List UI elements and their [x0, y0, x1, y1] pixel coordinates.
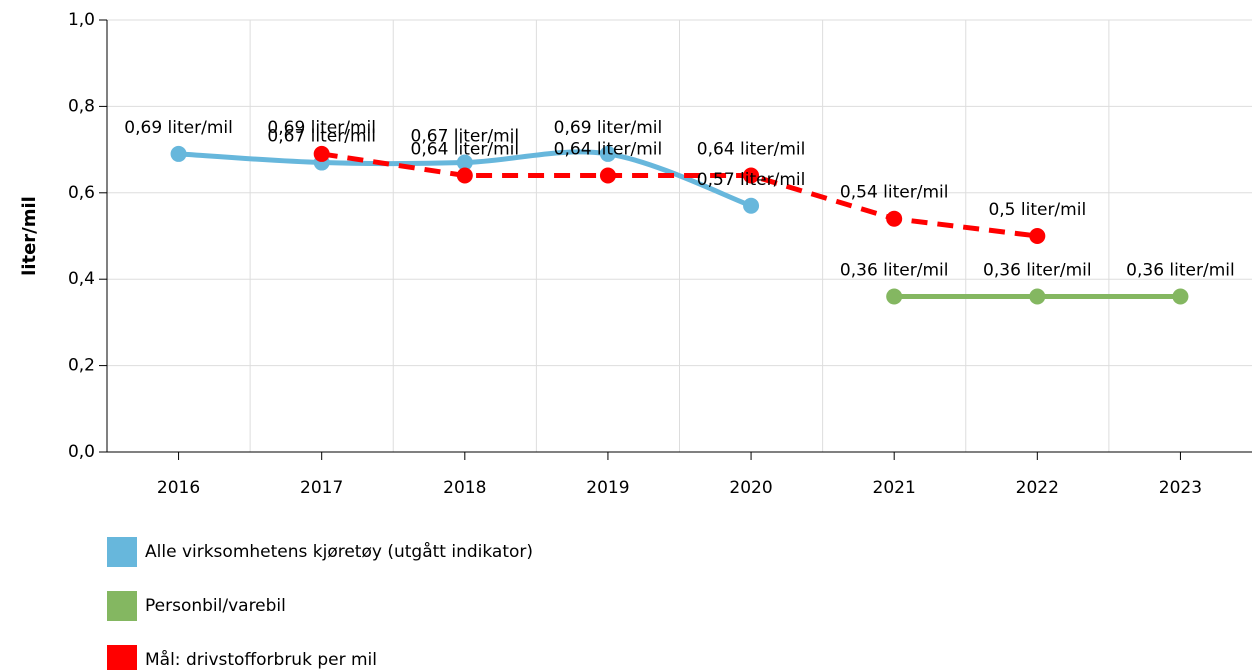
point [743, 197, 760, 214]
value-label: 0,64 liter/mil [554, 140, 663, 160]
value-label: 0,36 liter/mil [840, 260, 949, 280]
x-tick-label: 2021 [873, 478, 916, 498]
value-label: 0,64 liter/mil [697, 140, 806, 160]
legend-label: Mål: drivstofforbruk per mil [145, 649, 377, 670]
legend-swatch [107, 645, 137, 670]
x-tick-label: 2016 [157, 478, 200, 498]
y-tick-label: 0,4 [68, 269, 95, 289]
y-tick-label: 0,2 [68, 356, 95, 376]
y-tick-label: 1,0 [68, 10, 95, 30]
point [170, 145, 187, 162]
value-label: 0,69 liter/mil [267, 118, 376, 138]
x-tick-label: 2023 [1159, 478, 1202, 498]
x-tick-label: 2022 [1016, 478, 1059, 498]
value-label: 0,5 liter/mil [988, 200, 1086, 220]
x-tick-label: 2020 [729, 478, 772, 498]
legend-label: Alle virksomhetens kjøretøy (utgått indi… [145, 541, 533, 562]
point [886, 288, 903, 305]
value-label: 0,67 liter/mil [267, 127, 376, 147]
y-axis-label: liter/mil [19, 196, 40, 276]
value-label: 0,64 liter/mil [411, 140, 520, 160]
point [743, 167, 760, 184]
point [1029, 228, 1046, 244]
value-label: 0,54 liter/mil [840, 183, 949, 203]
y-tick-label: 0,0 [68, 442, 95, 462]
value-label: 0,36 liter/mil [1126, 260, 1235, 280]
y-tick-label: 0,6 [68, 183, 95, 203]
legend-swatch [107, 537, 137, 567]
value-label: 0,69 liter/mil [124, 118, 233, 138]
x-tick-label: 2017 [300, 478, 343, 498]
point [1172, 288, 1189, 305]
x-tick-label: 2018 [443, 478, 486, 498]
x-tick-label: 2019 [586, 478, 629, 498]
value-label: 0,69 liter/mil [554, 118, 663, 138]
legend-swatch [107, 591, 137, 621]
legend-label: Personbil/varebil [145, 596, 286, 616]
point [599, 145, 616, 162]
point [599, 167, 616, 184]
point [456, 167, 473, 184]
value-label: 0,57 liter/mil [697, 170, 806, 190]
point [456, 154, 473, 171]
point [1029, 288, 1046, 305]
point [313, 145, 330, 162]
value-label: 0,67 liter/mil [411, 127, 520, 147]
y-tick-label: 0,8 [68, 96, 95, 116]
point [886, 210, 903, 227]
series-line [321, 151, 1038, 239]
value-label: 0,36 liter/mil [983, 260, 1092, 280]
